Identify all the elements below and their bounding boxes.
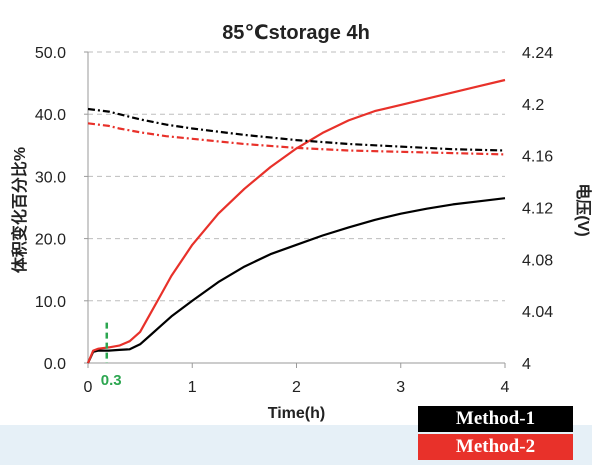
x-tick-label: 3 bbox=[396, 379, 405, 396]
x-tick-label: 2 bbox=[292, 379, 301, 396]
y-left-tick-label: 40.0 bbox=[35, 107, 66, 124]
y-left-tick-label: 0.0 bbox=[44, 356, 66, 373]
series-line-volume-method-2 bbox=[86, 78, 506, 364]
y-axis-left-label: 体积变化百分比% bbox=[10, 147, 29, 273]
chart-title: 85℃storage 4h bbox=[222, 22, 370, 44]
series-line-voltage-method-1 bbox=[87, 107, 506, 152]
y-right-tick-label: 4.16 bbox=[522, 149, 553, 166]
y-left-tick-label: 10.0 bbox=[35, 294, 66, 311]
series-line-volume-method-1 bbox=[87, 197, 506, 364]
y-right-tick-label: 4.12 bbox=[522, 201, 553, 218]
y-left-tick-label: 20.0 bbox=[35, 232, 66, 249]
x-axis-label: Time(h) bbox=[268, 405, 325, 422]
y-left-tick-label: 50.0 bbox=[35, 45, 66, 62]
y-right-tick-label: 4.2 bbox=[522, 97, 544, 114]
x-tick-label: 0 bbox=[84, 379, 93, 396]
y-right-tick-label: 4 bbox=[522, 356, 531, 373]
chart-panel bbox=[0, 0, 592, 425]
y-right-tick-label: 4.24 bbox=[522, 45, 553, 62]
y-left-tick-label: 30.0 bbox=[35, 169, 66, 186]
legend-method-2: Method-2 bbox=[418, 434, 573, 460]
x-tick-label: 1 bbox=[188, 379, 197, 396]
y-right-tick-label: 4.04 bbox=[522, 304, 553, 321]
y-axis-right-label: 电压(V) bbox=[574, 183, 592, 236]
x-tick-label: 4 bbox=[501, 379, 510, 396]
y-right-tick-label: 4.08 bbox=[522, 252, 553, 269]
annotation-label: 0.3 bbox=[101, 372, 122, 389]
series-line-voltage-method-2 bbox=[87, 122, 506, 156]
legend-method-1: Method-1 bbox=[418, 406, 573, 432]
